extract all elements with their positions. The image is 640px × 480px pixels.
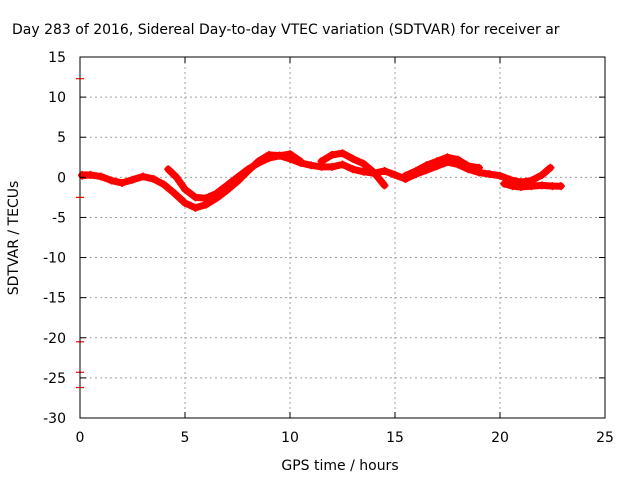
data-point: [443, 153, 452, 162]
data-point: [86, 170, 95, 179]
data-point: [296, 157, 305, 166]
axis-ticks: [79, 56, 606, 419]
data-point: [370, 168, 378, 177]
x-tick-labels: 0 5 10 15 20 25: [76, 430, 614, 446]
data-point: [538, 170, 546, 179]
data-point: [349, 154, 357, 163]
y-tick-label: 10: [48, 90, 66, 106]
data-point: [170, 189, 179, 198]
y-tick-label: 15: [48, 50, 66, 66]
chart-title: Day 283 of 2016, Sidereal Day-to-day VTE…: [12, 22, 560, 38]
x-tick-label: 5: [181, 430, 190, 446]
y-tick-label: -30: [43, 411, 66, 427]
series-band: [402, 153, 483, 180]
y-tick-label: -10: [43, 251, 66, 267]
data-point: [233, 173, 242, 182]
data-point: [191, 193, 200, 202]
plot-frame: [79, 56, 606, 419]
data-point: [496, 171, 504, 180]
data-point: [548, 182, 557, 191]
data-point: [212, 189, 221, 198]
data-point: [485, 170, 494, 179]
y-axis-label: SDTVAR / TECUs: [6, 181, 22, 296]
y-tick-label: 5: [57, 130, 66, 146]
series-track-e: [500, 179, 565, 191]
data-point: [286, 150, 294, 159]
y-tick-label: 0: [57, 170, 66, 186]
y-tick-labels: 15 10 5 0 -5 -10 -15 -20 -25 -30: [43, 50, 66, 427]
x-tick-label: 25: [596, 430, 614, 446]
data-point: [338, 149, 347, 158]
data-point: [556, 182, 565, 191]
data-point: [149, 174, 158, 183]
data-point: [328, 150, 336, 159]
y-tick-label: -15: [43, 291, 66, 307]
data-point: [307, 161, 315, 170]
data-point: [412, 166, 420, 175]
data-point: [223, 181, 231, 190]
data-point: [538, 181, 546, 190]
data-point: [118, 178, 126, 187]
y-tick-label: -20: [43, 331, 66, 347]
data-point: [317, 157, 326, 166]
data-point: [172, 173, 181, 182]
data-point: [433, 157, 441, 166]
data-point: [191, 203, 200, 212]
data-point: [359, 159, 368, 168]
data-point: [380, 181, 389, 190]
data-point: [275, 151, 284, 160]
x-tick-label: 0: [76, 430, 85, 446]
grid-lines: [80, 57, 605, 418]
x-tick-label: 15: [386, 430, 404, 446]
data-point: [454, 155, 462, 164]
series-track-b: [164, 150, 305, 203]
data-series: [78, 149, 565, 212]
data-point: [349, 165, 357, 174]
data-point: [181, 185, 189, 194]
data-point: [475, 163, 483, 172]
x-tick-label: 20: [491, 430, 509, 446]
data-point: [97, 172, 105, 181]
data-point: [500, 179, 509, 188]
series-band: [78, 151, 554, 212]
x-tick-label: 10: [281, 430, 299, 446]
data-point: [391, 170, 399, 179]
data-point: [160, 180, 168, 189]
data-point: [464, 162, 473, 171]
series-track-d: [401, 153, 483, 180]
data-point: [380, 166, 389, 175]
data-point: [265, 154, 273, 163]
data-point: [107, 176, 116, 185]
y-tick-label: -5: [52, 210, 66, 226]
x-axis-label: GPS time / hours: [281, 458, 398, 474]
data-point: [164, 165, 173, 174]
data-point: [181, 199, 189, 208]
data-point: [202, 194, 210, 203]
series-track-f: [78, 170, 95, 180]
data-point: [338, 160, 347, 169]
data-point: [139, 172, 147, 181]
data-point: [328, 162, 336, 171]
data-point: [517, 182, 525, 191]
data-point: [527, 182, 536, 191]
data-point: [401, 171, 410, 180]
y-tick-label: -25: [43, 371, 66, 387]
data-point: [422, 161, 431, 170]
data-point: [244, 165, 252, 174]
data-point: [546, 163, 555, 172]
series-track-c: [317, 149, 389, 190]
data-point: [254, 158, 263, 167]
data-point: [78, 171, 87, 180]
data-point: [128, 175, 137, 184]
data-point: [359, 167, 368, 176]
data-point: [508, 182, 517, 191]
